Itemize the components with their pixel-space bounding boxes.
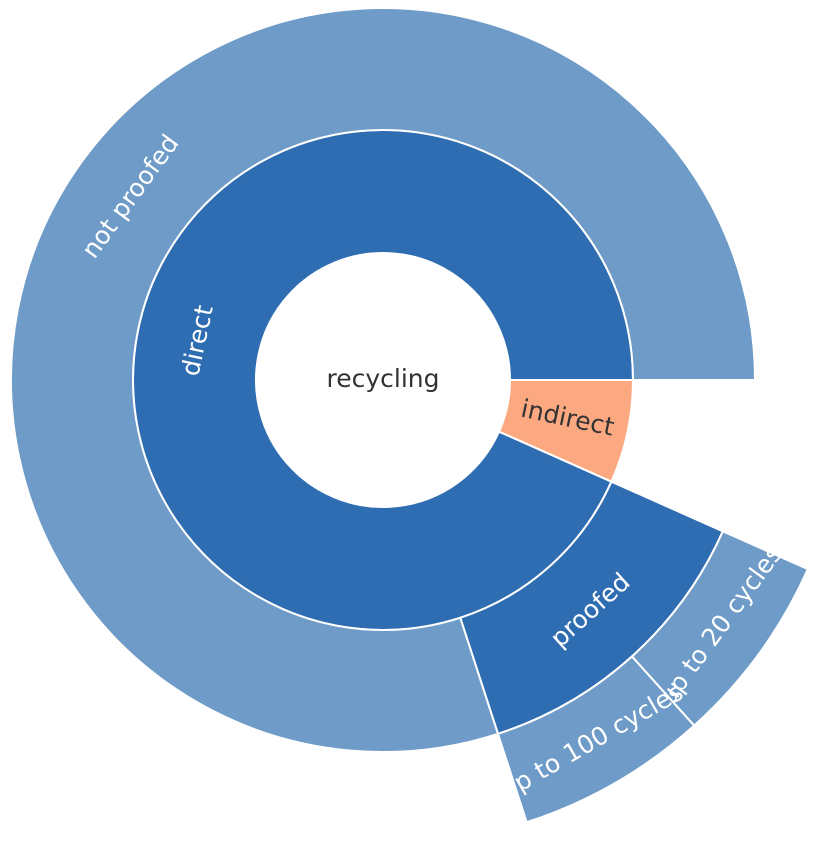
sector xyxy=(496,655,696,824)
sector-label: recycling xyxy=(326,364,439,393)
sector xyxy=(10,7,757,753)
